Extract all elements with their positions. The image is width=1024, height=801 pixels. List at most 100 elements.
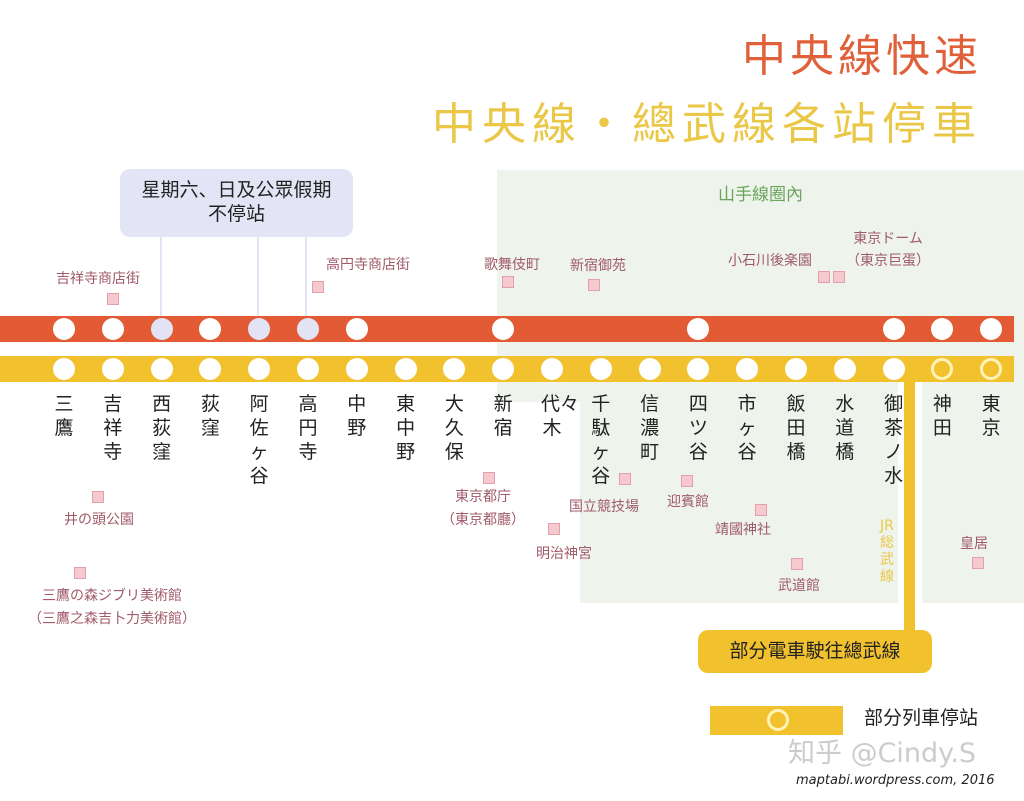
- poi-marker-icon: [619, 473, 631, 485]
- station-name: 高円寺: [298, 393, 318, 463]
- station-name: 水道橋: [835, 393, 855, 463]
- station-name: 中野: [347, 393, 367, 439]
- local-stop: [150, 358, 173, 380]
- rapid-stop: [297, 318, 319, 340]
- source-credit: maptabi.wordpress.com, 2016: [796, 773, 995, 788]
- poi-marker-icon: [681, 475, 693, 487]
- local-stop: [248, 358, 271, 380]
- poi-marker-icon: [755, 504, 767, 516]
- local-stop: [980, 358, 1003, 380]
- rapid-stop: [492, 318, 515, 340]
- poi-marker-icon: [74, 567, 86, 579]
- local-stop: [833, 358, 856, 380]
- rapid-stop: [248, 318, 271, 340]
- poi-label: 吉祥寺商店街: [56, 271, 140, 287]
- title-rapid: 中央線快速: [742, 31, 982, 82]
- station-name: 三鷹: [54, 393, 74, 439]
- poi-marker-icon: [818, 271, 830, 283]
- station-name: 市ヶ谷: [737, 393, 757, 463]
- rapid-stop: [882, 318, 905, 340]
- local-stop: [638, 358, 661, 380]
- rapid-stop: [931, 318, 954, 340]
- poi-marker-icon: [107, 293, 119, 305]
- poi-alt-label: （東京都廳）: [441, 512, 525, 528]
- local-stop: [394, 358, 417, 380]
- poi-marker-icon: [588, 279, 600, 291]
- weekend-note-line2: 不停站: [207, 203, 265, 225]
- poi-label: 武道館: [778, 578, 820, 594]
- local-stop: [882, 358, 905, 380]
- poi-marker-icon: [548, 523, 560, 535]
- local-stop: [443, 358, 466, 380]
- station-name: 西荻窪: [152, 393, 172, 463]
- poi-label: 新宿御苑: [570, 258, 626, 274]
- poi-marker-icon: [833, 271, 845, 283]
- poi-marker-icon: [483, 472, 495, 484]
- legend-label: 部分列車停站: [864, 707, 979, 729]
- rapid-stop: [345, 318, 368, 340]
- local-stop: [492, 358, 515, 380]
- rapid-stop: [687, 318, 710, 340]
- local-stop: [736, 358, 759, 380]
- poi-alt-label: （三鷹之森吉卜力美術館）: [28, 611, 196, 627]
- station-name: 吉祥寺: [103, 393, 123, 463]
- local-stop: [589, 358, 612, 380]
- poi-label: 皇居: [960, 536, 988, 552]
- station-name: 荻窪: [200, 393, 220, 439]
- poi-label: 井の頭公園: [64, 512, 134, 528]
- sobu-label: JR総武線: [880, 518, 894, 585]
- poi-marker-icon: [502, 276, 514, 288]
- station-name: 四ツ谷: [688, 393, 708, 463]
- station-name: 飯田橋: [786, 393, 806, 463]
- poi-label: 靖國神社: [715, 522, 771, 538]
- poi-label: 国立競技場: [569, 499, 639, 515]
- local-stop: [931, 358, 954, 380]
- poi-marker-icon: [92, 491, 104, 503]
- local-stop: [785, 358, 807, 380]
- poi-alt-label: （東京巨蛋）: [846, 253, 930, 269]
- local-stop: [53, 358, 75, 380]
- poi-label: 歌舞伎町: [484, 257, 540, 273]
- sobu-branch-line: [904, 369, 915, 634]
- local-stop: [101, 358, 124, 380]
- poi-label: 明治神宮: [536, 546, 592, 562]
- rapid-stop: [53, 318, 75, 340]
- station-name: 東中野: [396, 393, 416, 463]
- station-name: 大久保: [444, 393, 464, 463]
- station-name: 阿佐ヶ谷: [249, 393, 269, 487]
- poi-marker-icon: [972, 557, 984, 569]
- station-name: 信濃町: [640, 393, 660, 463]
- poi-label: 迎賓館: [667, 494, 709, 510]
- poi-marker-icon: [791, 558, 803, 570]
- connector: [257, 237, 259, 319]
- station-name: 千駄ヶ谷: [591, 393, 611, 487]
- legend-partial-stop-icon: [767, 709, 789, 731]
- zone-label: 山手線圈內: [718, 185, 803, 205]
- local-stop: [345, 358, 368, 380]
- weekend-note-line1: 星期六、日及公眾假期: [141, 179, 332, 201]
- title-local: 中央線・總武線各站停車: [432, 99, 982, 150]
- station-name: 御茶ノ水: [884, 393, 904, 487]
- station-name: 代々木: [541, 393, 580, 439]
- watermark: 知乎 @Cindy.S: [788, 738, 977, 769]
- local-stop: [297, 358, 319, 380]
- connector: [160, 237, 162, 319]
- station-name: 神田: [932, 393, 952, 439]
- poi-label: 三鷹の森ジブリ美術館: [42, 588, 182, 604]
- sobu-note: 部分電車駛往總武線: [698, 630, 932, 673]
- poi-label: 東京都庁: [455, 489, 511, 505]
- rapid-stop: [199, 318, 222, 340]
- poi-marker-icon: [312, 281, 324, 293]
- connector: [305, 237, 307, 319]
- poi-label: 東京ドーム: [853, 231, 923, 247]
- rapid-stop: [101, 318, 124, 340]
- rapid-stop: [150, 318, 173, 340]
- station-name: 新宿: [493, 393, 513, 439]
- poi-label: 小石川後楽園: [728, 253, 812, 269]
- rapid-stop: [980, 318, 1003, 340]
- weekend-note: 星期六、日及公眾假期 不停站: [120, 169, 353, 237]
- poi-label: 高円寺商店街: [326, 257, 410, 273]
- local-stop: [541, 358, 563, 380]
- station-name: 東京: [981, 393, 1001, 439]
- local-stop: [199, 358, 222, 380]
